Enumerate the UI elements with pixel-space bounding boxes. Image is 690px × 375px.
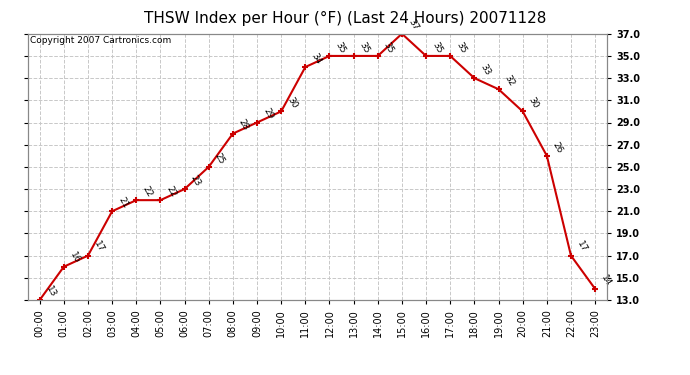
Text: 35: 35: [334, 40, 347, 54]
Text: 29: 29: [262, 107, 275, 121]
Text: 28: 28: [237, 118, 250, 132]
Text: 17: 17: [92, 240, 106, 254]
Text: 35: 35: [455, 40, 468, 54]
Text: 35: 35: [431, 40, 444, 54]
Text: 33: 33: [479, 62, 492, 77]
Text: THSW Index per Hour (°F) (Last 24 Hours) 20071128: THSW Index per Hour (°F) (Last 24 Hours)…: [144, 11, 546, 26]
Text: 13: 13: [44, 284, 57, 298]
Text: 17: 17: [575, 240, 589, 254]
Text: 37: 37: [406, 18, 420, 32]
Text: 16: 16: [68, 251, 81, 266]
Text: 32: 32: [503, 74, 516, 88]
Text: 25: 25: [213, 151, 226, 165]
Text: 14: 14: [600, 273, 613, 288]
Text: 21: 21: [117, 195, 130, 210]
Text: 26: 26: [551, 140, 564, 154]
Text: 22: 22: [165, 184, 178, 199]
Text: 35: 35: [382, 40, 395, 54]
Text: 35: 35: [358, 40, 371, 54]
Text: 23: 23: [189, 173, 202, 188]
Text: Copyright 2007 Cartronics.com: Copyright 2007 Cartronics.com: [30, 36, 172, 45]
Text: 30: 30: [527, 96, 540, 110]
Text: 30: 30: [286, 96, 299, 110]
Text: 22: 22: [141, 184, 154, 199]
Text: 34: 34: [310, 51, 323, 66]
